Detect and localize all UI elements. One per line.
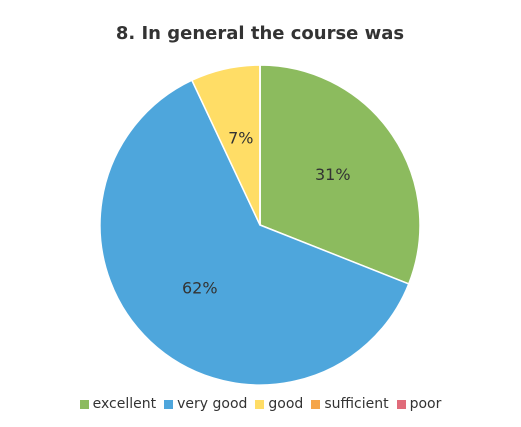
legend-item: good [255, 396, 303, 412]
slice-label: 7% [228, 129, 253, 148]
legend-swatch [255, 399, 265, 409]
slice-label: 31% [315, 165, 351, 184]
legend-item: sufficient [311, 396, 389, 412]
legend-swatch [311, 399, 321, 409]
pie-slice [99, 79, 410, 386]
legend-label: excellent [92, 396, 157, 412]
pie-chart: 8. In general the course was 31% 62% 7% [99, 23, 421, 386]
legend-label: very good [177, 396, 248, 412]
legend-item: poor [396, 396, 442, 412]
legend-item: excellent [79, 396, 157, 412]
legend-swatch [396, 399, 406, 409]
legend-label: sufficient [324, 396, 389, 412]
pie-slice [259, 64, 421, 285]
legend-swatch [164, 399, 174, 409]
legend-label: poor [409, 396, 442, 412]
legend-swatch [79, 399, 89, 409]
legend: excellent very good good sufficient poor [0, 396, 521, 412]
legend-label: good [268, 396, 304, 412]
chart-title: 8. In general the course was [116, 23, 404, 44]
slice-label: 62% [182, 279, 218, 298]
legend-item: very good [164, 396, 247, 412]
